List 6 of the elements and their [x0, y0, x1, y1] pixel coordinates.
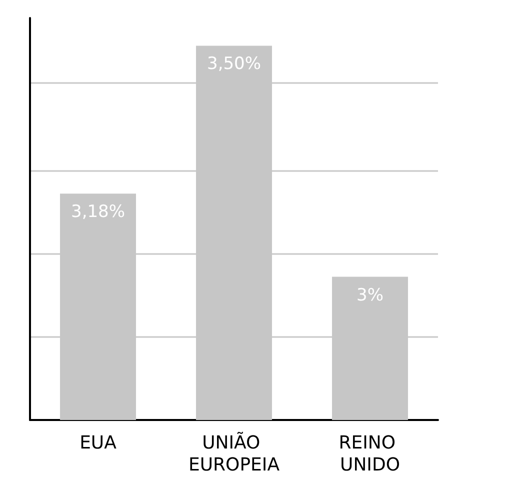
- x-tick-label: UNIÃO EUROPEIA: [188, 432, 280, 476]
- data-label: 3,18%: [70, 202, 126, 222]
- data-label: 3,50%: [206, 54, 262, 74]
- x-tick-label: EUA: [80, 432, 118, 454]
- x-tick-label: REINO UNIDO: [338, 432, 402, 476]
- data-label: 3%: [356, 285, 384, 306]
